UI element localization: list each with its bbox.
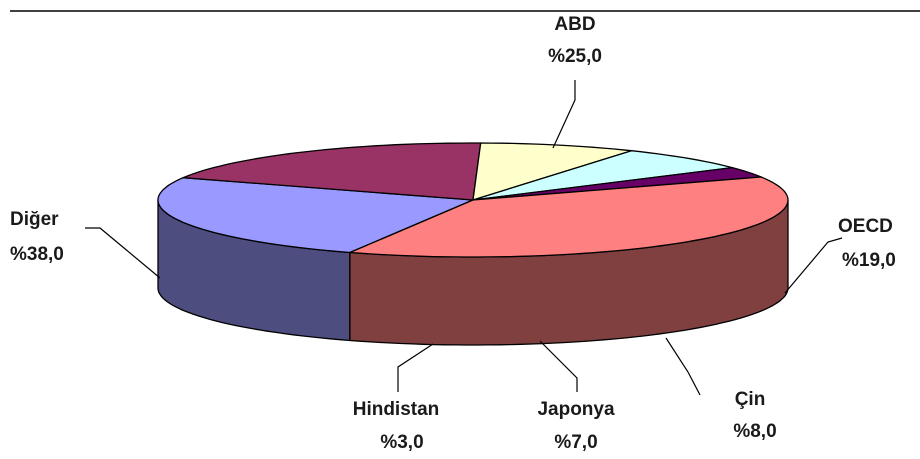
leader-lines	[85, 80, 843, 396]
label-oecd-name: OECD	[838, 216, 893, 237]
label-cin-name: Çin	[735, 389, 766, 410]
leader-line-hindistan	[397, 343, 434, 392]
pie-tops	[157, 142, 789, 258]
pie-slice-oecd	[182, 142, 482, 201]
leader-line-cin	[665, 337, 701, 396]
pie-slice-cin	[472, 142, 633, 201]
leader-line-abd	[552, 80, 576, 149]
label-oecd-value: %19,0	[842, 250, 896, 271]
label-cin-value: %8,0	[733, 421, 776, 442]
pie-slice-diger	[349, 176, 789, 258]
label-hindistan-name: Hindistan	[353, 399, 440, 420]
slice-labels: ABD %25,0 OECD %19,0 Çin %8,0 Japonya %7…	[10, 14, 896, 453]
label-diger-value: %38,0	[10, 244, 64, 265]
leader-line-japonya	[539, 340, 578, 392]
label-abd-name: ABD	[554, 14, 595, 35]
leader-line-diger	[85, 227, 161, 279]
label-abd-value: %25,0	[548, 46, 602, 67]
pie-slice-japonya	[472, 150, 733, 201]
leader-line-oecd	[784, 237, 843, 294]
label-japonya-value: %7,0	[554, 432, 597, 453]
label-japonya-name: Japonya	[537, 399, 615, 420]
label-hindistan-value: %3,0	[380, 432, 423, 453]
label-diger-name: Diğer	[10, 209, 59, 230]
pie-slice-abd	[157, 177, 474, 254]
